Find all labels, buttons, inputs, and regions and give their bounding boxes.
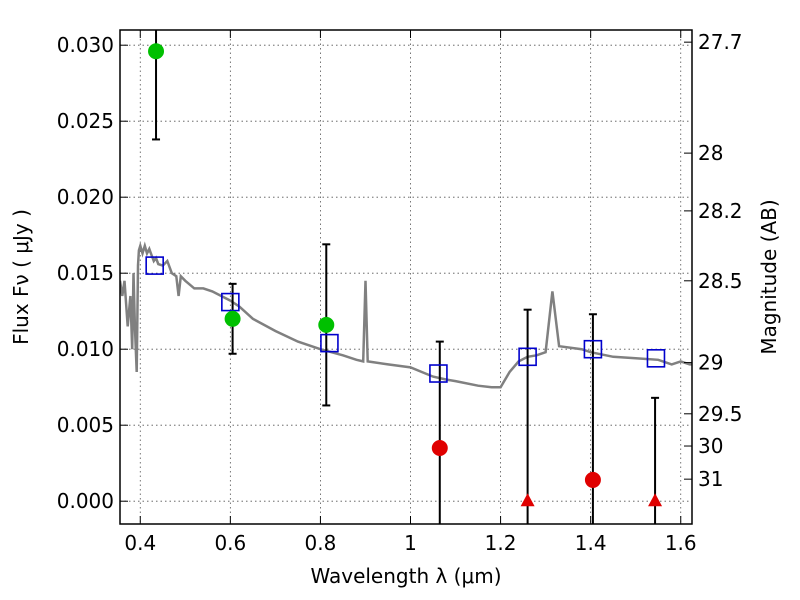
y-tick-label: 0.025 — [57, 109, 114, 133]
grid-lines — [120, 30, 692, 524]
magnitude-tick-label: 30 — [698, 434, 723, 458]
plot-frame — [119, 29, 693, 525]
upper-limit-triangle — [520, 493, 535, 507]
right-axis-label: Magnitude (AB) — [757, 199, 781, 354]
model-flux-square — [320, 333, 339, 353]
detection-point — [224, 310, 241, 327]
detection-point — [318, 316, 335, 333]
magnitude-tick-label: 28.5 — [698, 269, 743, 293]
model-flux-square — [145, 256, 164, 275]
x-tick-label: 1.6 — [665, 531, 697, 555]
y-tick-label: 0.000 — [57, 489, 114, 513]
upper-limit-triangle — [648, 493, 663, 507]
y-tick-label: 0.020 — [57, 185, 114, 209]
magnitude-tick-label: 28 — [698, 141, 723, 165]
low-significance-point — [584, 471, 601, 488]
magnitude-tick-label: 28.2 — [698, 199, 743, 223]
y-tick-label: 0.005 — [57, 413, 114, 437]
plot-area — [120, 30, 692, 524]
magnitude-tick-label: 29.5 — [698, 402, 743, 426]
model-flux-square — [429, 364, 448, 383]
magnitude-tick-label: 29 — [698, 351, 723, 375]
x-axis-label: Wavelength λ (μm) — [310, 564, 501, 588]
y-tick-label: 0.030 — [57, 33, 114, 57]
x-tick-label: 0.4 — [124, 531, 156, 555]
x-tick-label: 1 — [404, 531, 417, 555]
low-significance-point — [431, 440, 448, 456]
x-tick-label: 0.6 — [214, 531, 246, 555]
y-tick-label: 0.010 — [57, 337, 114, 361]
magnitude-tick-label: 31 — [698, 467, 723, 491]
axis-ticks: 0.4 0.6 0.8 1 1.2 1.4 1.6 0.000 0.005 0.010 0.015 0… — [57, 30, 743, 555]
model-flux-square — [583, 339, 603, 359]
x-tick-label: 0.8 — [305, 531, 337, 555]
y-tick-label: 0.015 — [57, 261, 114, 285]
x-tick-label: 1.4 — [575, 531, 607, 555]
model-flux-square — [518, 347, 537, 367]
x-tick-label: 1.2 — [485, 531, 517, 555]
sed-model-line — [120, 241, 692, 389]
model-flux-square — [646, 349, 666, 368]
model-flux-square — [221, 292, 240, 312]
detection-point — [148, 43, 165, 60]
magnitude-tick-label: 27.7 — [698, 30, 743, 54]
y-axis-label: Flux Fν ( μJy ) — [9, 209, 33, 345]
